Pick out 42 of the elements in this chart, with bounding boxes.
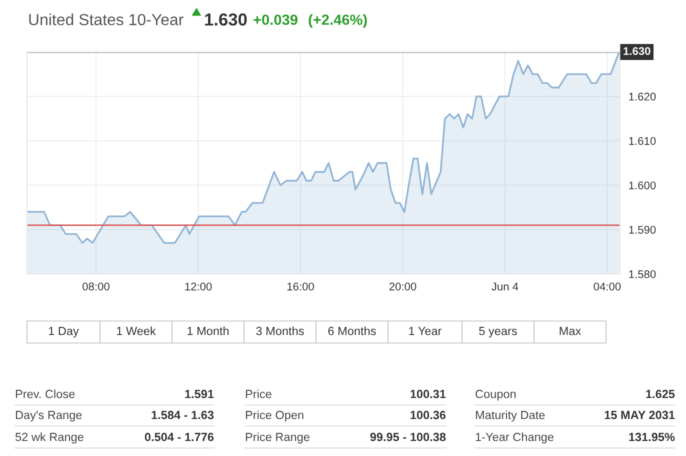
text: 6 Months	[328, 326, 376, 336]
text: 1.584 - 1.63	[152, 410, 214, 420]
x-tick-label: 20:00	[389, 282, 416, 290]
x-tick-label: 16:00	[287, 282, 314, 290]
text: Coupon	[476, 390, 516, 401]
text: 1 Week	[116, 326, 156, 336]
chart-title: United States 10-Year	[29, 14, 184, 26]
text: 52 wk Range	[15, 432, 84, 444]
y-tick-label: 1.590	[629, 226, 656, 234]
text: 1.630	[205, 13, 247, 26]
text: Maturity Date	[476, 410, 545, 422]
text: 5 years	[479, 326, 517, 338]
x-tick-label: 04:00	[594, 282, 621, 290]
x-tick-label: 12:00	[185, 282, 212, 290]
text: 99.95 - 100.38	[370, 432, 446, 442]
text: Price	[246, 389, 272, 398]
y-tick-label: 1.580	[629, 270, 656, 278]
text: Day's Range	[16, 410, 82, 422]
text: Max	[560, 326, 582, 336]
text: 100.36	[410, 410, 446, 420]
text: 0.504 - 1.776	[144, 432, 214, 442]
y-tick-label: 1.620	[629, 92, 656, 101]
text: 1.591	[185, 390, 214, 398]
text: 1 Month	[188, 326, 229, 336]
text: (+2.46%)	[308, 14, 367, 28]
text: 1 Year	[409, 326, 442, 336]
text: 1.625	[646, 390, 675, 398]
x-tick-label: Jun 4	[492, 282, 518, 290]
text: 131.95%	[629, 432, 675, 442]
y-tick-label: 1.600	[629, 181, 656, 190]
text: Price Open	[246, 410, 304, 422]
text: 1 Day	[48, 326, 79, 338]
text: Price Range	[246, 432, 310, 444]
x-tick-label: 08:00	[82, 282, 110, 290]
text: 1-Year Change	[476, 432, 554, 444]
y-tick-label: 1.610	[629, 137, 656, 145]
text: 15 MAY 2031	[604, 410, 675, 420]
ref-line-label: 1.630	[624, 47, 650, 55]
text: +0.039	[254, 14, 298, 25]
text: 100.31	[410, 390, 446, 398]
text: Prev. Close	[16, 389, 75, 398]
text: 3 Months	[256, 326, 304, 336]
